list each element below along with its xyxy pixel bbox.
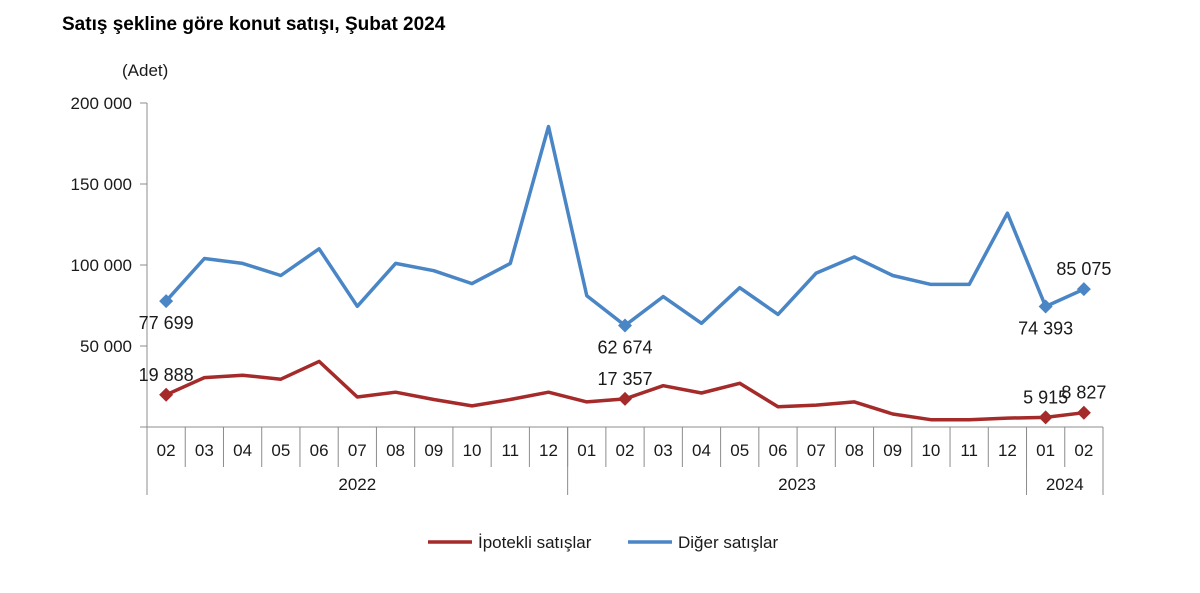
x-tick-label: 09 — [883, 441, 902, 460]
data-label-diger: 85 075 — [1056, 259, 1111, 279]
data-label-diger: 62 674 — [597, 337, 652, 357]
data-label-ipotekli: 8 827 — [1061, 383, 1106, 403]
x-tick-label: 07 — [348, 441, 367, 460]
x-tick-label: 03 — [654, 441, 673, 460]
x-tick-label: 10 — [463, 441, 482, 460]
x-tick-label: 08 — [386, 441, 405, 460]
data-label-diger: 77 699 — [139, 313, 194, 333]
x-tick-label: 01 — [1036, 441, 1055, 460]
legend-label: Diğer satışlar — [678, 533, 778, 552]
x-tick-label: 07 — [807, 441, 826, 460]
data-point-diger — [1076, 282, 1091, 297]
data-point-ipotekli — [1076, 405, 1091, 420]
series-layer — [159, 124, 1091, 425]
year-label: 2023 — [778, 475, 816, 494]
data-point-ipotekli — [618, 391, 632, 406]
x-tick-label: 06 — [768, 441, 787, 460]
x-tick-label: 08 — [845, 441, 864, 460]
x-tick-label: 02 — [616, 441, 635, 460]
data-label-diger: 74 393 — [1018, 318, 1073, 338]
x-tick-label: 03 — [195, 441, 214, 460]
x-tick-label: 12 — [998, 441, 1017, 460]
y-tick-label: 50 000 — [80, 337, 132, 356]
x-tick-label: 12 — [539, 441, 558, 460]
x-tick-label: 05 — [271, 441, 290, 460]
legend-label: İpotekli satışlar — [478, 533, 592, 552]
chart-title: Satış şekline göre konut satışı, Şubat 2… — [62, 14, 446, 35]
data-label-ipotekli: 19 888 — [139, 365, 194, 385]
data-point-diger — [1038, 299, 1053, 314]
y-tick-label: 150 000 — [71, 175, 132, 194]
x-tick-label: 04 — [233, 441, 252, 460]
data-label-ipotekli: 5 915 — [1023, 387, 1068, 407]
x-tick-label: 06 — [310, 441, 329, 460]
y-tick-label: 200 000 — [71, 94, 132, 113]
y-tick-label: 100 000 — [71, 256, 132, 275]
y-unit-label: (Adet) — [122, 61, 168, 80]
data-point-ipotekli — [1038, 410, 1053, 425]
x-tick-label: 02 — [157, 441, 176, 460]
x-tick-label: 05 — [730, 441, 749, 460]
x-tick-label: 09 — [424, 441, 443, 460]
data-labels: 77 699 62 674 74 393 85 075 19 888 17 357 5 91… — [139, 259, 1112, 407]
data-point-diger — [618, 318, 632, 333]
x-tick-label: 11 — [501, 441, 519, 460]
x-tick-label: 10 — [921, 441, 940, 460]
series-line-diger — [164, 124, 1085, 328]
x-tick-label: 04 — [692, 441, 711, 460]
data-point-diger — [159, 294, 174, 309]
year-label: 2022 — [338, 475, 376, 494]
data-label-ipotekli: 17 357 — [597, 369, 652, 389]
x-tick-label: 11 — [960, 441, 978, 460]
x-tick-label: 02 — [1074, 441, 1093, 460]
chart-axes: 50 000 100 000 150 000 200 000 2022 2023 2024 0… — [71, 94, 1104, 495]
year-label: 2024 — [1046, 475, 1084, 494]
data-point-ipotekli — [159, 387, 174, 402]
chart-legend: İpotekli satışlar Diğer satışlar — [428, 533, 778, 552]
x-tick-label: 01 — [577, 441, 596, 460]
